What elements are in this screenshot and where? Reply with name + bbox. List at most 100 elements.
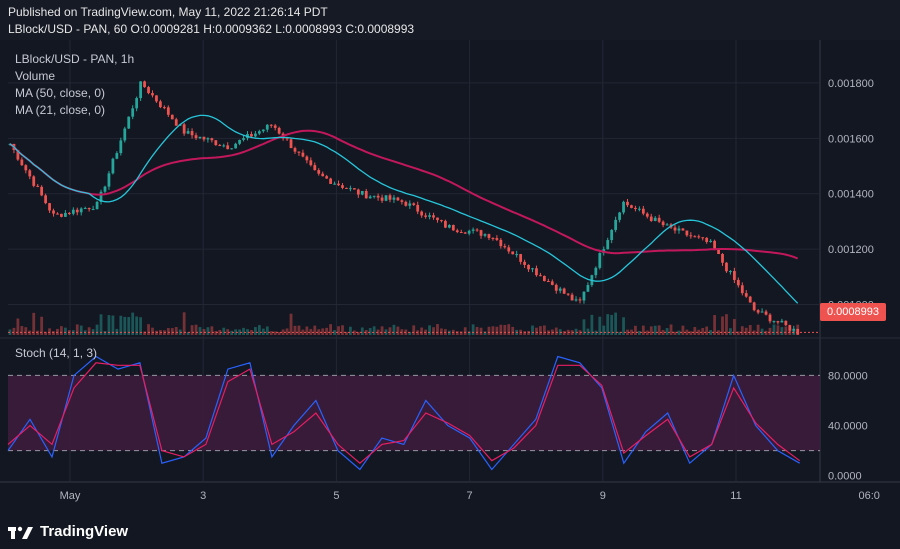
- volume-bar: [44, 331, 47, 335]
- volume-bar: [79, 325, 83, 335]
- volume-bar: [776, 325, 780, 335]
- volume-bar: [52, 331, 55, 335]
- tradingview-logo[interactable]: TradingView: [8, 523, 128, 540]
- volume-bar: [467, 331, 471, 335]
- candle-body: [487, 234, 491, 238]
- candle-body: [91, 209, 95, 211]
- candle-body: [515, 254, 519, 256]
- candle-body: [463, 232, 467, 234]
- volume-bar: [269, 331, 273, 335]
- candle-body: [681, 228, 685, 231]
- candle-body: [115, 153, 119, 159]
- volume-bar: [705, 326, 709, 335]
- candle-body: [139, 81, 142, 99]
- volume-bar: [87, 327, 91, 335]
- candle-body: [416, 204, 420, 212]
- candle-body: [685, 230, 689, 236]
- volume-bar: [641, 325, 645, 335]
- candle-body: [305, 156, 309, 161]
- price-chart[interactable]: 0.0018000.0016000.0014000.0012000.001000…: [0, 40, 900, 515]
- candle-body: [436, 217, 439, 221]
- candle-body: [606, 240, 610, 250]
- volume-bar: [756, 324, 760, 335]
- candle-body: [151, 93, 154, 96]
- volume-bar: [689, 331, 693, 335]
- candle-body: [293, 148, 297, 152]
- candle-body: [71, 209, 75, 214]
- candle-body: [265, 124, 269, 130]
- volume-bar: [372, 326, 376, 335]
- volume-bar: [503, 325, 507, 335]
- candle-body: [372, 195, 376, 197]
- volume-bar: [634, 325, 637, 335]
- volume-bar: [170, 328, 174, 335]
- candle-body: [491, 237, 495, 239]
- volume-bar: [273, 331, 277, 335]
- candle-body: [28, 170, 32, 177]
- publish-info: Published on TradingView.com, May 11, 20…: [8, 5, 328, 19]
- volume-bar: [48, 328, 51, 335]
- volume-bar: [143, 331, 146, 335]
- volume-bar: [246, 329, 249, 335]
- candle-body: [412, 203, 416, 205]
- candle-body: [586, 285, 590, 292]
- volume-bar: [677, 330, 681, 335]
- volume-bar: [725, 314, 728, 335]
- price-tick-label: 0.001400: [828, 189, 874, 201]
- volume-bar: [740, 326, 744, 335]
- candle-body: [107, 173, 111, 187]
- volume-bar: [535, 327, 538, 335]
- volume-bar: [309, 328, 313, 335]
- candle-body: [162, 107, 166, 109]
- candle-body: [202, 136, 206, 140]
- volume-bar: [95, 324, 99, 335]
- volume-bar: [380, 326, 384, 335]
- candle-body: [594, 267, 598, 276]
- volume-bar: [732, 319, 736, 335]
- candle-body: [250, 134, 253, 137]
- candle-body: [764, 311, 768, 315]
- volume-bar: [637, 330, 641, 335]
- volume-bar: [792, 328, 796, 335]
- volume-bar: [574, 328, 578, 335]
- volume-bar: [717, 330, 720, 335]
- candle-body: [424, 215, 428, 217]
- candle-body: [349, 188, 352, 190]
- candle-body: [451, 225, 455, 231]
- candle-body: [297, 151, 301, 153]
- candle-body: [99, 191, 103, 202]
- volume-bar: [531, 325, 534, 335]
- volume-bar: [297, 325, 301, 335]
- volume-bar: [345, 331, 348, 335]
- candle-body: [210, 138, 214, 141]
- volume-bar: [479, 327, 483, 335]
- candle-body: [400, 200, 404, 202]
- candle-body: [713, 240, 716, 250]
- candle-body: [254, 133, 257, 137]
- candle-body: [32, 176, 36, 186]
- volume-bar: [250, 329, 253, 335]
- volume-bar: [202, 329, 206, 335]
- volume-bar: [772, 324, 776, 335]
- ohlc-info: LBlock/USD - PAN, 60 O:0.0009281 H:0.000…: [8, 22, 415, 36]
- candle-body: [570, 294, 574, 301]
- candle-body: [333, 183, 336, 185]
- candle-body: [147, 87, 150, 94]
- volume-bar: [594, 330, 598, 335]
- candle-body: [531, 268, 534, 270]
- volume-bar: [606, 314, 610, 335]
- volume-bar: [257, 325, 261, 335]
- candle-body: [325, 176, 329, 179]
- volume-bar: [254, 327, 257, 335]
- volume-bar: [744, 327, 748, 335]
- candle-body: [194, 135, 198, 139]
- candle-body: [582, 291, 586, 301]
- volume-bar: [305, 326, 309, 335]
- volume-bar: [527, 330, 530, 335]
- volume-bar: [329, 324, 333, 335]
- candle-body: [119, 140, 123, 154]
- volume-bar: [289, 313, 293, 335]
- candle-body: [641, 208, 645, 214]
- volume-bar: [768, 327, 772, 335]
- candle-body: [784, 320, 788, 326]
